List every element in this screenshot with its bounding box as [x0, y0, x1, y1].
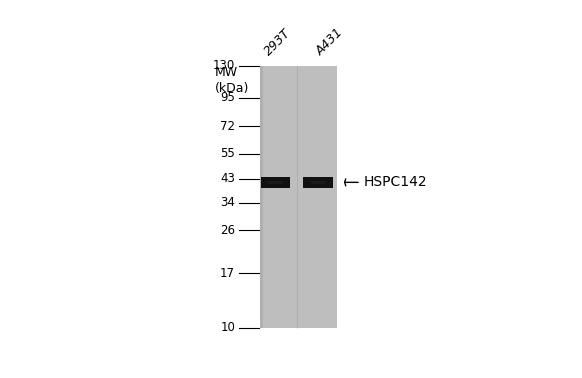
- Text: A431: A431: [314, 26, 346, 59]
- Bar: [268, 181, 283, 184]
- Text: 34: 34: [220, 196, 235, 209]
- Text: 26: 26: [220, 224, 235, 237]
- Text: HSPC142: HSPC142: [345, 175, 427, 189]
- Text: 55: 55: [221, 147, 235, 160]
- Bar: [303, 177, 333, 187]
- Text: 10: 10: [220, 321, 235, 334]
- Bar: [261, 177, 290, 187]
- Text: 293T: 293T: [262, 27, 293, 59]
- Text: 72: 72: [220, 119, 235, 133]
- Bar: [260, 66, 262, 328]
- Text: MW
(kDa): MW (kDa): [215, 66, 249, 95]
- Text: 130: 130: [213, 59, 235, 72]
- Text: 95: 95: [220, 91, 235, 104]
- Text: 17: 17: [220, 267, 235, 280]
- Bar: [311, 181, 325, 184]
- Text: 43: 43: [220, 172, 235, 185]
- Bar: [260, 66, 336, 328]
